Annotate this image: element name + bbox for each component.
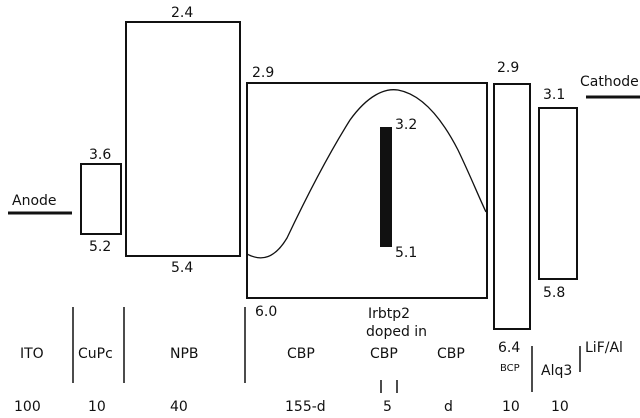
bcp-homo-label: 6.4	[498, 340, 520, 356]
cupc-homo-label: 5.2	[89, 239, 111, 255]
dopant-level-bar	[380, 127, 392, 247]
thickness-cupc: 10	[88, 399, 106, 415]
cupc-level-box	[80, 163, 122, 235]
bcp-level-box	[493, 83, 531, 330]
thickness-cbp-1: 155-d	[285, 399, 326, 415]
thickness-npb: 40	[170, 399, 188, 415]
layer-name-cupc: CuPc	[78, 346, 113, 362]
thickness-ito: 100	[14, 399, 41, 415]
layer-name-cbp-3: CBP	[437, 346, 465, 362]
cupc-lumo-label: 3.6	[89, 147, 111, 163]
alq3-level-box	[538, 107, 578, 280]
dopant-name-label: Irbtp2	[368, 306, 410, 322]
anode-label: Anode	[12, 193, 57, 209]
layer-name-ito: ITO	[20, 346, 44, 362]
bcp-lumo-label: 2.9	[497, 60, 519, 76]
dopant-note-label: doped in	[366, 324, 427, 340]
layer-name-npb: NPB	[170, 346, 199, 362]
alq3-homo-label: 5.8	[543, 285, 565, 301]
emission-profile-curve	[246, 89, 487, 259]
thickness-alq3: 10	[551, 399, 569, 415]
thickness-cbp-2: 5	[383, 399, 392, 415]
npb-lumo-label: 2.4	[171, 5, 193, 21]
dopant-lumo-label: 3.2	[395, 117, 417, 133]
dopant-homo-label: 5.1	[395, 245, 417, 261]
thickness-bcp: 10	[502, 399, 520, 415]
cbp-level-box	[246, 82, 488, 299]
layer-name-cbp-1: CBP	[287, 346, 315, 362]
thickness-cbp-3: d	[444, 399, 453, 415]
cathode-label: Cathode	[580, 74, 639, 90]
layer-name-lifal: LiF/Al	[585, 340, 623, 356]
cbp-homo-label: 6.0	[255, 304, 277, 320]
npb-homo-label: 5.4	[171, 260, 193, 276]
layer-name-bcp: BCP	[500, 363, 520, 374]
cbp-lumo-label: 2.9	[252, 65, 274, 81]
alq3-lumo-label: 3.1	[543, 87, 565, 103]
layer-name-cbp-2: CBP	[370, 346, 398, 362]
npb-level-box	[125, 21, 241, 257]
layer-name-alq3: Alq3	[541, 363, 572, 379]
